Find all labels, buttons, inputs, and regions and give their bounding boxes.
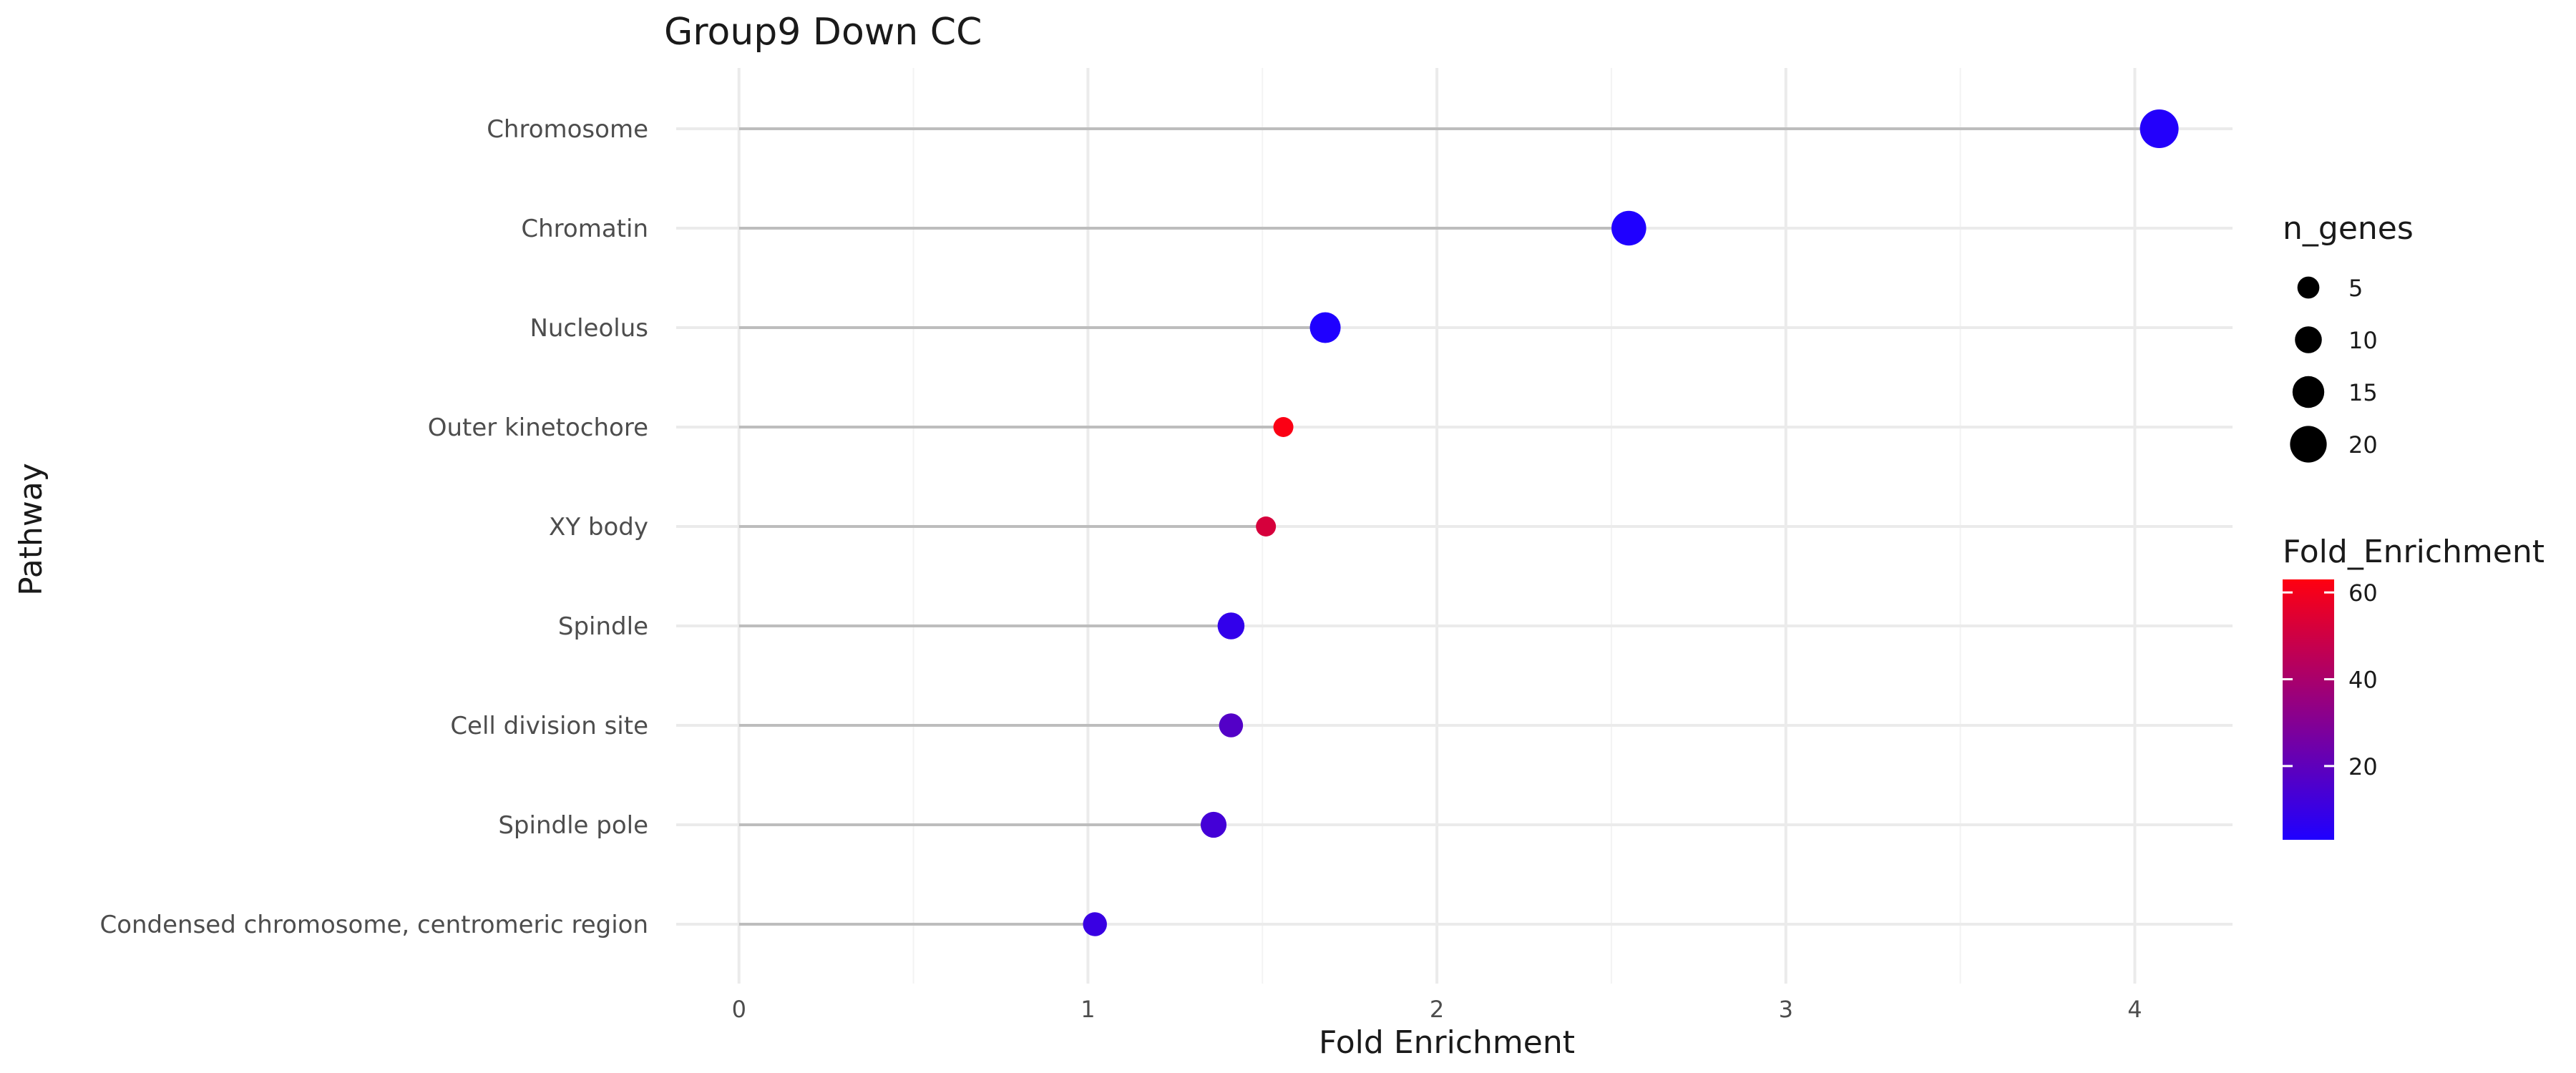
data-point bbox=[1273, 417, 1294, 437]
data-point bbox=[1611, 210, 1646, 246]
x-axis-title: Fold Enrichment bbox=[1319, 1024, 1575, 1061]
chart-title: Group9 Down CC bbox=[664, 11, 982, 54]
x-tick-label: 0 bbox=[732, 996, 746, 1023]
size-legend-items: 5 10 15 20 bbox=[2290, 275, 2378, 463]
data-point bbox=[1309, 312, 1341, 343]
data-point bbox=[1083, 912, 1107, 936]
data-point bbox=[1256, 516, 1277, 536]
data-point bbox=[1217, 612, 1245, 640]
category-label: Outer kinetochore bbox=[428, 413, 648, 442]
category-label: Cell division site bbox=[450, 712, 648, 740]
color-legend-label: 20 bbox=[2348, 753, 2378, 780]
color-legend-label: 60 bbox=[2348, 579, 2378, 607]
color-legend-ticks: 20 40 60 bbox=[2283, 579, 2378, 780]
x-tick-label: 2 bbox=[1430, 996, 1444, 1023]
category-label: XY body bbox=[549, 513, 648, 542]
color-legend-label: 40 bbox=[2348, 667, 2378, 694]
x-tick-label: 4 bbox=[2127, 996, 2142, 1023]
category-label: Spindle bbox=[558, 612, 648, 641]
size-legend-point bbox=[2290, 426, 2327, 463]
x-tick-label: 3 bbox=[1779, 996, 1793, 1023]
size-legend-point bbox=[2295, 326, 2322, 353]
category-label-layer: Chromosome Chromatin Nucleolus Outer kineto… bbox=[99, 115, 648, 939]
point-layer bbox=[1083, 109, 2179, 936]
size-legend-title: n_genes bbox=[2283, 210, 2414, 247]
x-tick-layer: 0 1 2 3 4 bbox=[732, 996, 2142, 1023]
size-legend: n_genes 5 10 15 20 bbox=[2283, 210, 2414, 463]
size-legend-label: 20 bbox=[2348, 431, 2378, 459]
color-legend-title: Fold_Enrichment bbox=[2283, 534, 2545, 570]
size-legend-label: 10 bbox=[2348, 327, 2378, 354]
stem-layer bbox=[738, 127, 2160, 926]
category-label: Chromosome bbox=[487, 115, 648, 144]
data-point bbox=[1219, 713, 1244, 738]
data-point bbox=[2140, 109, 2179, 148]
color-legend-bar bbox=[2283, 579, 2334, 840]
x-tick-label: 1 bbox=[1080, 996, 1095, 1023]
size-legend-label: 15 bbox=[2348, 379, 2378, 406]
size-legend-point bbox=[2292, 376, 2325, 408]
category-label: Chromatin bbox=[521, 215, 648, 243]
size-legend-point bbox=[2297, 276, 2320, 299]
y-axis-title: Pathway bbox=[13, 463, 49, 596]
color-legend: Fold_Enrichment 20 40 60 bbox=[2283, 534, 2545, 840]
size-legend-label: 5 bbox=[2348, 275, 2363, 302]
category-label: Spindle pole bbox=[498, 811, 648, 840]
category-label: Nucleolus bbox=[530, 314, 648, 343]
data-point bbox=[1200, 811, 1227, 838]
category-label: Condensed chromosome, centromeric region bbox=[99, 911, 648, 939]
